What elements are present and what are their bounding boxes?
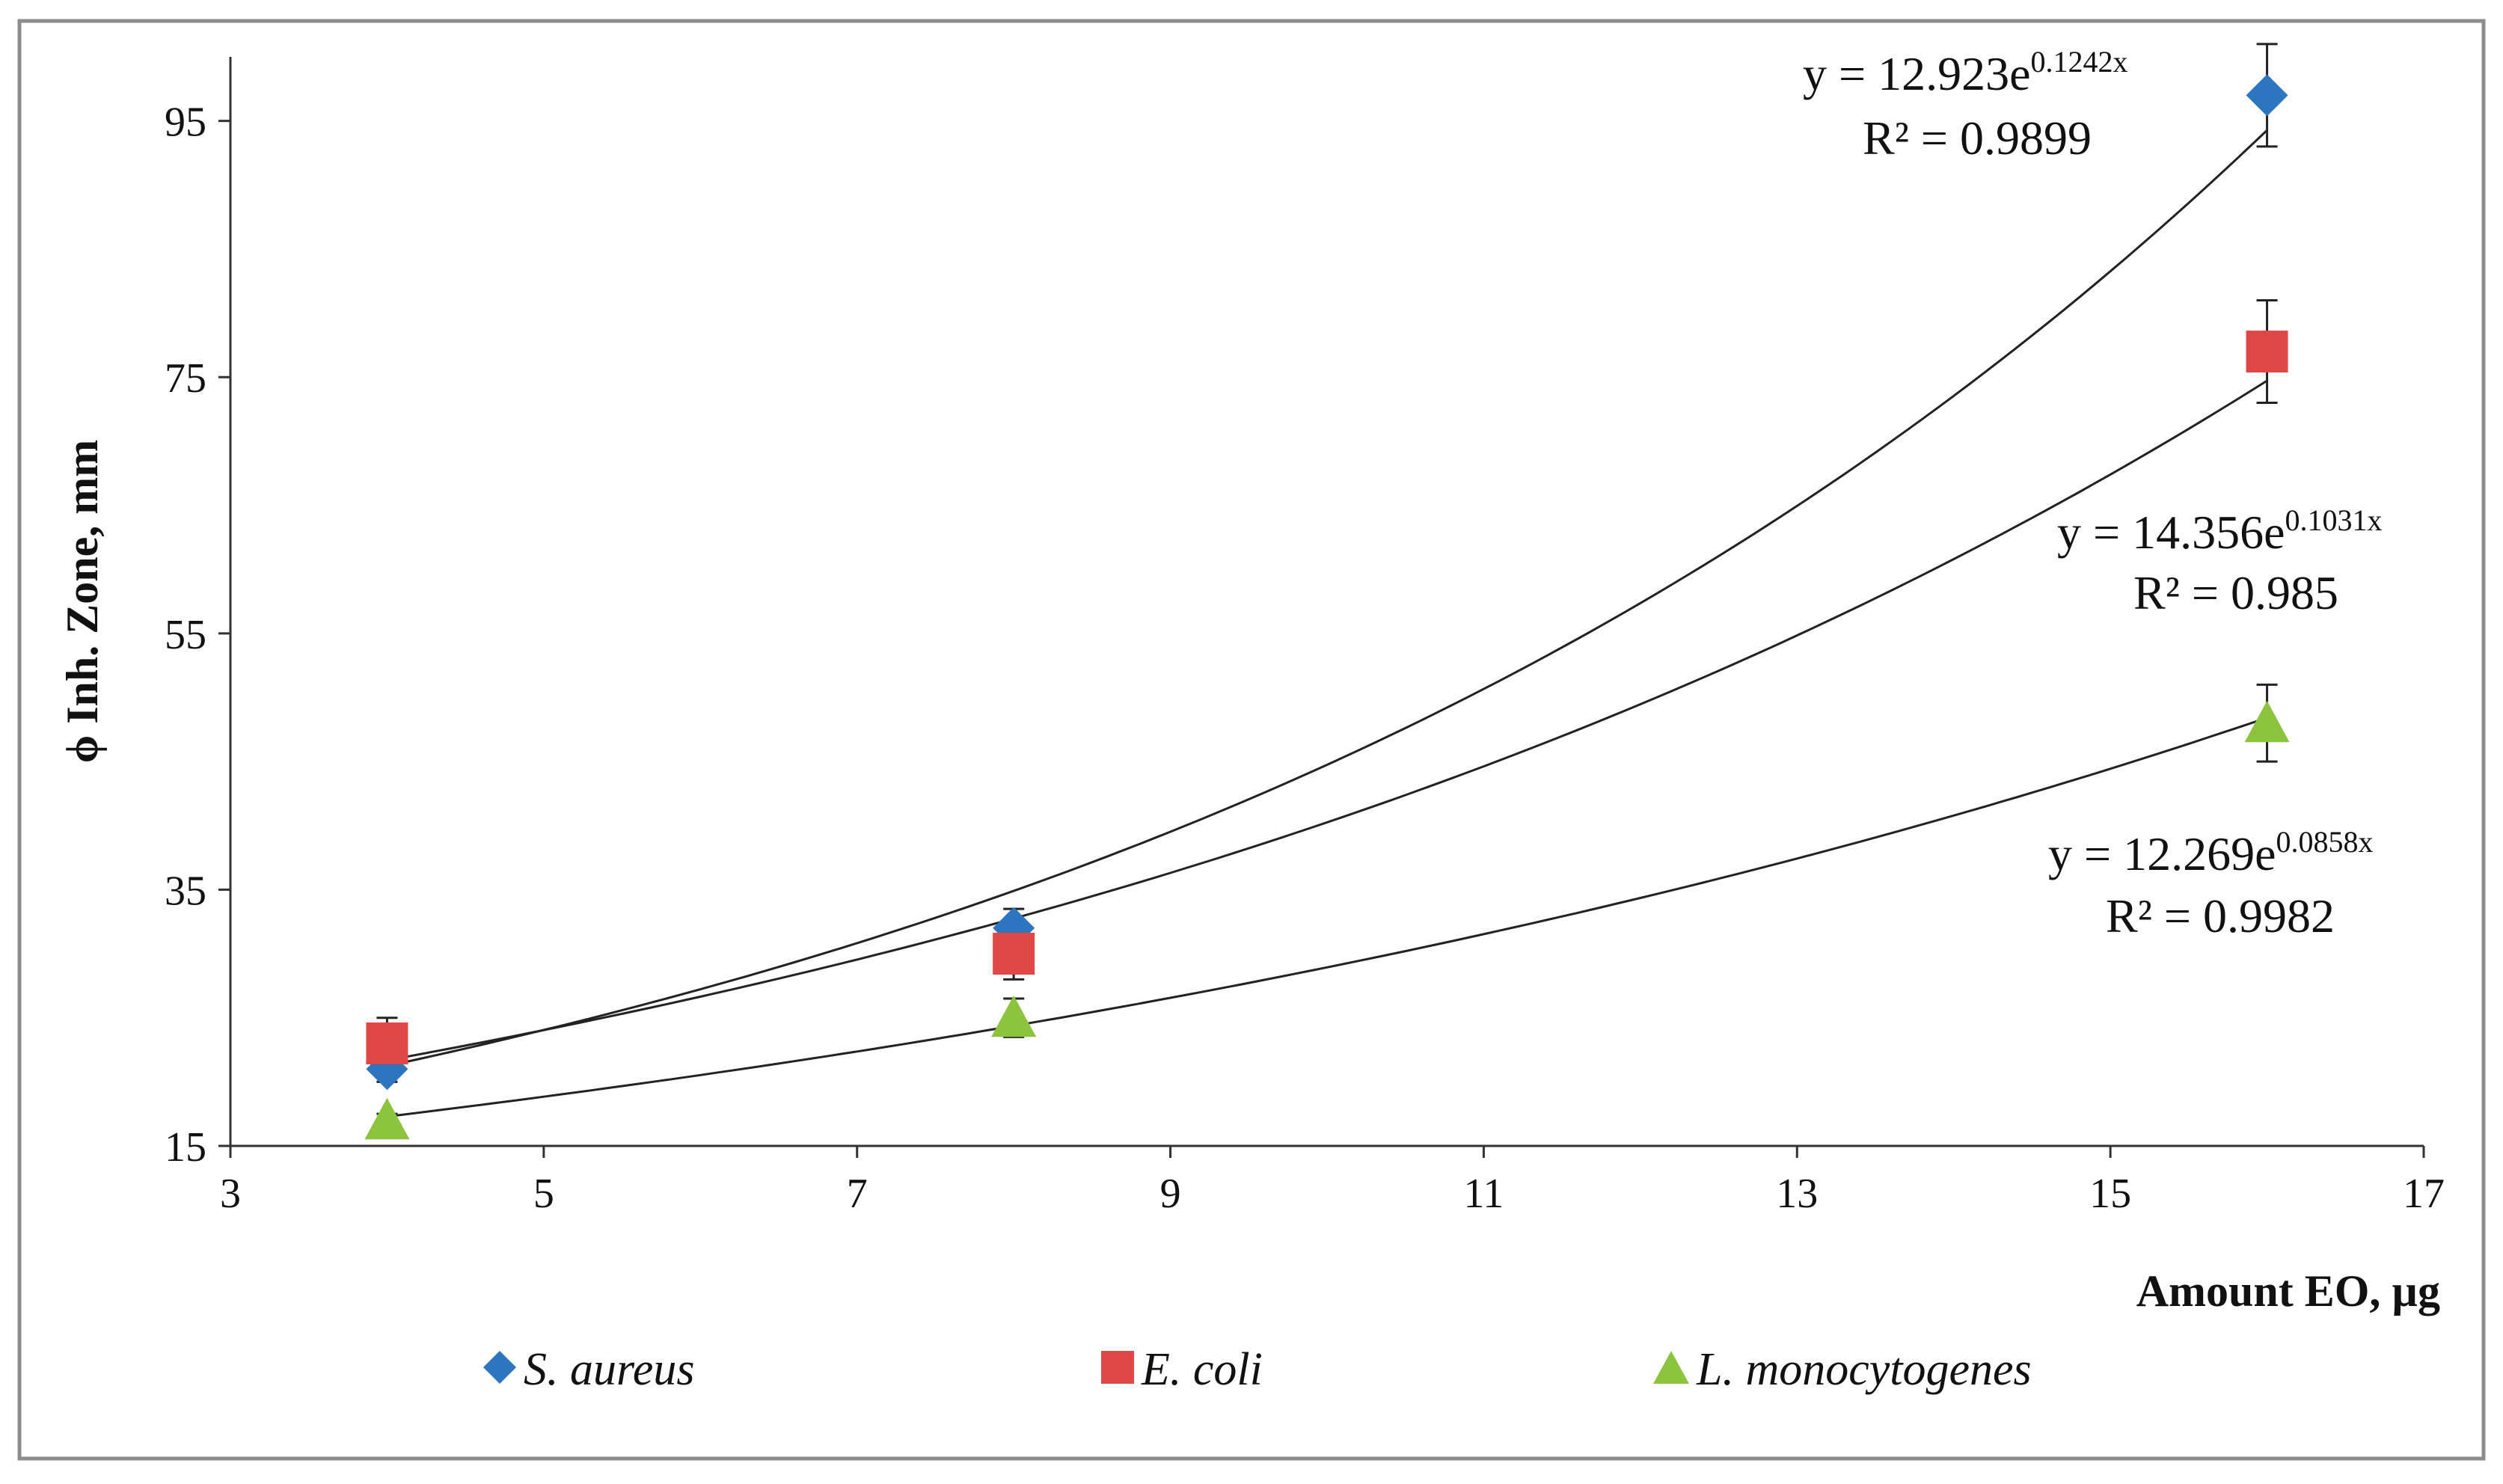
legend-label-e-coli: E. coli (1141, 1344, 1263, 1395)
trendline-e-coli (387, 379, 2268, 1061)
x-tick-label: 3 (220, 1171, 241, 1217)
trendline-equation-s-aureus-exponent: 0.1242x (2031, 45, 2128, 79)
trendline-equation-e-coli-base: y = 14.356e (2057, 506, 2285, 559)
data-point-l-monocytogenes (2244, 700, 2290, 743)
trendline-equation-e-coli-exponent: 0.1031x (2285, 503, 2383, 537)
trendline-equation-s-aureus: y = 12.923e0.1242x (1803, 45, 2128, 100)
chart-frame (17, 19, 2486, 1461)
y-axis-title: ϕ Inh. Zone, mm (58, 440, 107, 764)
x-tick-label: 11 (1463, 1171, 1504, 1217)
data-point-e-coli (366, 1022, 408, 1064)
legend-marker-e-coli (1101, 1351, 1134, 1384)
trendline-equation-l-monocytogenes: y = 12.269e0.0858x (2048, 825, 2374, 880)
trendline-equation-s-aureus-base: y = 12.923e (1803, 47, 2031, 100)
y-tick-label: 15 (165, 1124, 206, 1171)
trendline-equation-l-monocytogenes-exponent: 0.0858x (2276, 825, 2374, 859)
x-tick-label: 15 (2089, 1171, 2131, 1217)
legend-marker-l-monocytogenes (1653, 1351, 1689, 1384)
y-tick-label: 75 (165, 355, 206, 402)
legend-marker-s-aureus (483, 1351, 516, 1384)
legend-label-l-monocytogenes: L. monocytogenes (1696, 1344, 2032, 1395)
trendline-s-aureus (387, 129, 2268, 1067)
legend: S. aureus E. coli L. monocytogenes (483, 1344, 2032, 1395)
x-tick-label: 9 (1160, 1171, 1181, 1217)
trendlines-layer (387, 129, 2268, 1118)
trendline-l-monocytogenes (387, 717, 2268, 1118)
y-tick-label: 95 (165, 99, 206, 146)
data-point-s-aureus (2246, 74, 2288, 117)
points-layer (364, 74, 2290, 1140)
y-tick-label: 35 (165, 868, 206, 914)
trendline-r2-s-aureus: R² = 0.9899 (1863, 111, 2092, 165)
x-tick-label: 13 (1776, 1171, 1818, 1217)
trendline-r2-e-coli: R² = 0.985 (2133, 566, 2338, 619)
trendline-r2-l-monocytogenes: R² = 0.9982 (2106, 889, 2335, 942)
data-point-e-coli (2246, 330, 2288, 372)
x-tick-label: 5 (533, 1171, 554, 1217)
x-axis-title: Amount EO, µg (2136, 1266, 2440, 1316)
data-point-e-coli (993, 933, 1035, 975)
x-tick-label: 17 (2403, 1171, 2445, 1217)
trendline-equation-l-monocytogenes-base: y = 12.269e (2048, 827, 2276, 880)
legend-label-s-aureus: S. aureus (524, 1344, 694, 1395)
data-point-l-monocytogenes (364, 1097, 410, 1140)
x-tick-label: 7 (847, 1171, 868, 1217)
y-tick-label: 55 (165, 612, 206, 658)
trendline-equation-e-coli: y = 14.356e0.1031x (2057, 503, 2383, 559)
data-point-l-monocytogenes (991, 995, 1037, 1037)
